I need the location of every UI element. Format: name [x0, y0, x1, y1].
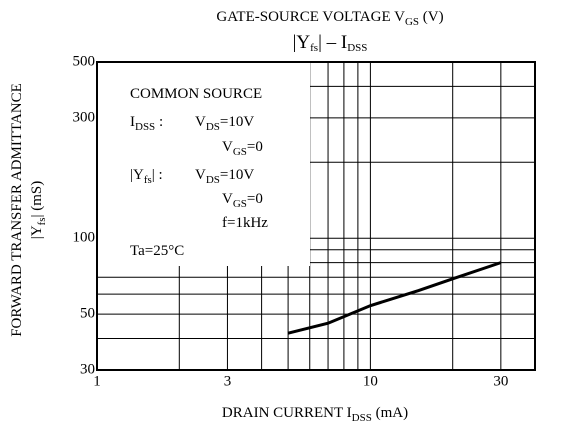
text-part: V: [222, 191, 233, 207]
subscript: DS: [206, 121, 220, 133]
annotation-value: f=1kHz: [222, 215, 268, 231]
y-tick-label: 50: [80, 306, 95, 322]
text-part: DRAIN CURRENT I: [222, 405, 352, 421]
annotation-label: |Yfs| :: [130, 167, 163, 185]
text-part: | :: [152, 167, 163, 183]
text-part: |Y: [293, 32, 311, 53]
annotation-value: VDS=10V: [195, 114, 254, 132]
subscript: GS: [233, 146, 247, 158]
subscript: DSS: [135, 121, 155, 133]
subscript: DSS: [352, 412, 372, 424]
text-part: (V): [419, 9, 444, 25]
text-part: V: [222, 139, 233, 155]
annotation-value: VGS=0: [222, 139, 263, 157]
x-tick-label: 3: [224, 373, 232, 389]
annotation-value: VDS=10V: [195, 167, 254, 185]
text-part: =0: [247, 191, 263, 207]
subscript: DS: [206, 174, 220, 186]
text-part: COMMON SOURCE: [130, 86, 262, 102]
annotation: Ta=25°C: [130, 243, 184, 259]
x-axis-label: DRAIN CURRENT IDSS (mA): [222, 405, 408, 423]
text-part: Ta=25°C: [130, 243, 184, 259]
text-part: |Y: [29, 225, 45, 239]
subscript: GS: [405, 16, 419, 28]
header: GATE-SOURCE VOLTAGE VGS (V): [216, 9, 443, 27]
y-axis-label: |Yfs| (mS): [29, 181, 47, 240]
line: [287, 261, 502, 335]
annotation-label: IDSS :: [130, 114, 163, 132]
y-tick-label: 500: [73, 53, 96, 69]
y-tick-label: 30: [80, 361, 95, 377]
text-part: =10V: [220, 167, 254, 183]
text-part: (mA): [372, 405, 408, 421]
text-part: :: [155, 114, 163, 130]
text-part: =0: [247, 139, 263, 155]
text-part: FORWARD TRANSFER ADMITTANCE: [9, 83, 25, 337]
x-tick-label: 30: [493, 373, 508, 389]
text-part: f=1kHz: [222, 215, 268, 231]
text-part: =10V: [220, 114, 254, 130]
text-part: GATE-SOURCE VOLTAGE V: [216, 9, 405, 25]
y-tick-label: 100: [73, 230, 96, 246]
annotation: COMMON SOURCE: [130, 86, 262, 102]
text-part: |Y: [130, 167, 144, 183]
text-part: | – I: [318, 32, 347, 53]
text-part: I: [130, 114, 135, 130]
chart-title: |Yfs| – IDSS: [293, 32, 368, 53]
subscript: fs: [36, 217, 48, 225]
plot-frame: [96, 61, 536, 371]
y-tick-label: 300: [73, 109, 96, 125]
text-part: V: [195, 114, 206, 130]
x-tick-label: 1: [93, 373, 101, 389]
text-part: | (mS): [29, 181, 45, 218]
y-axis-label: FORWARD TRANSFER ADMITTANCE: [9, 83, 25, 337]
annotation-value: VGS=0: [222, 191, 263, 209]
subscript: DSS: [347, 42, 367, 54]
subscript: GS: [233, 198, 247, 210]
x-tick-label: 10: [363, 373, 378, 389]
subscript: fs: [310, 42, 318, 54]
legend-box: [98, 63, 310, 266]
subscript: fs: [144, 174, 152, 186]
text-part: V: [195, 167, 206, 183]
